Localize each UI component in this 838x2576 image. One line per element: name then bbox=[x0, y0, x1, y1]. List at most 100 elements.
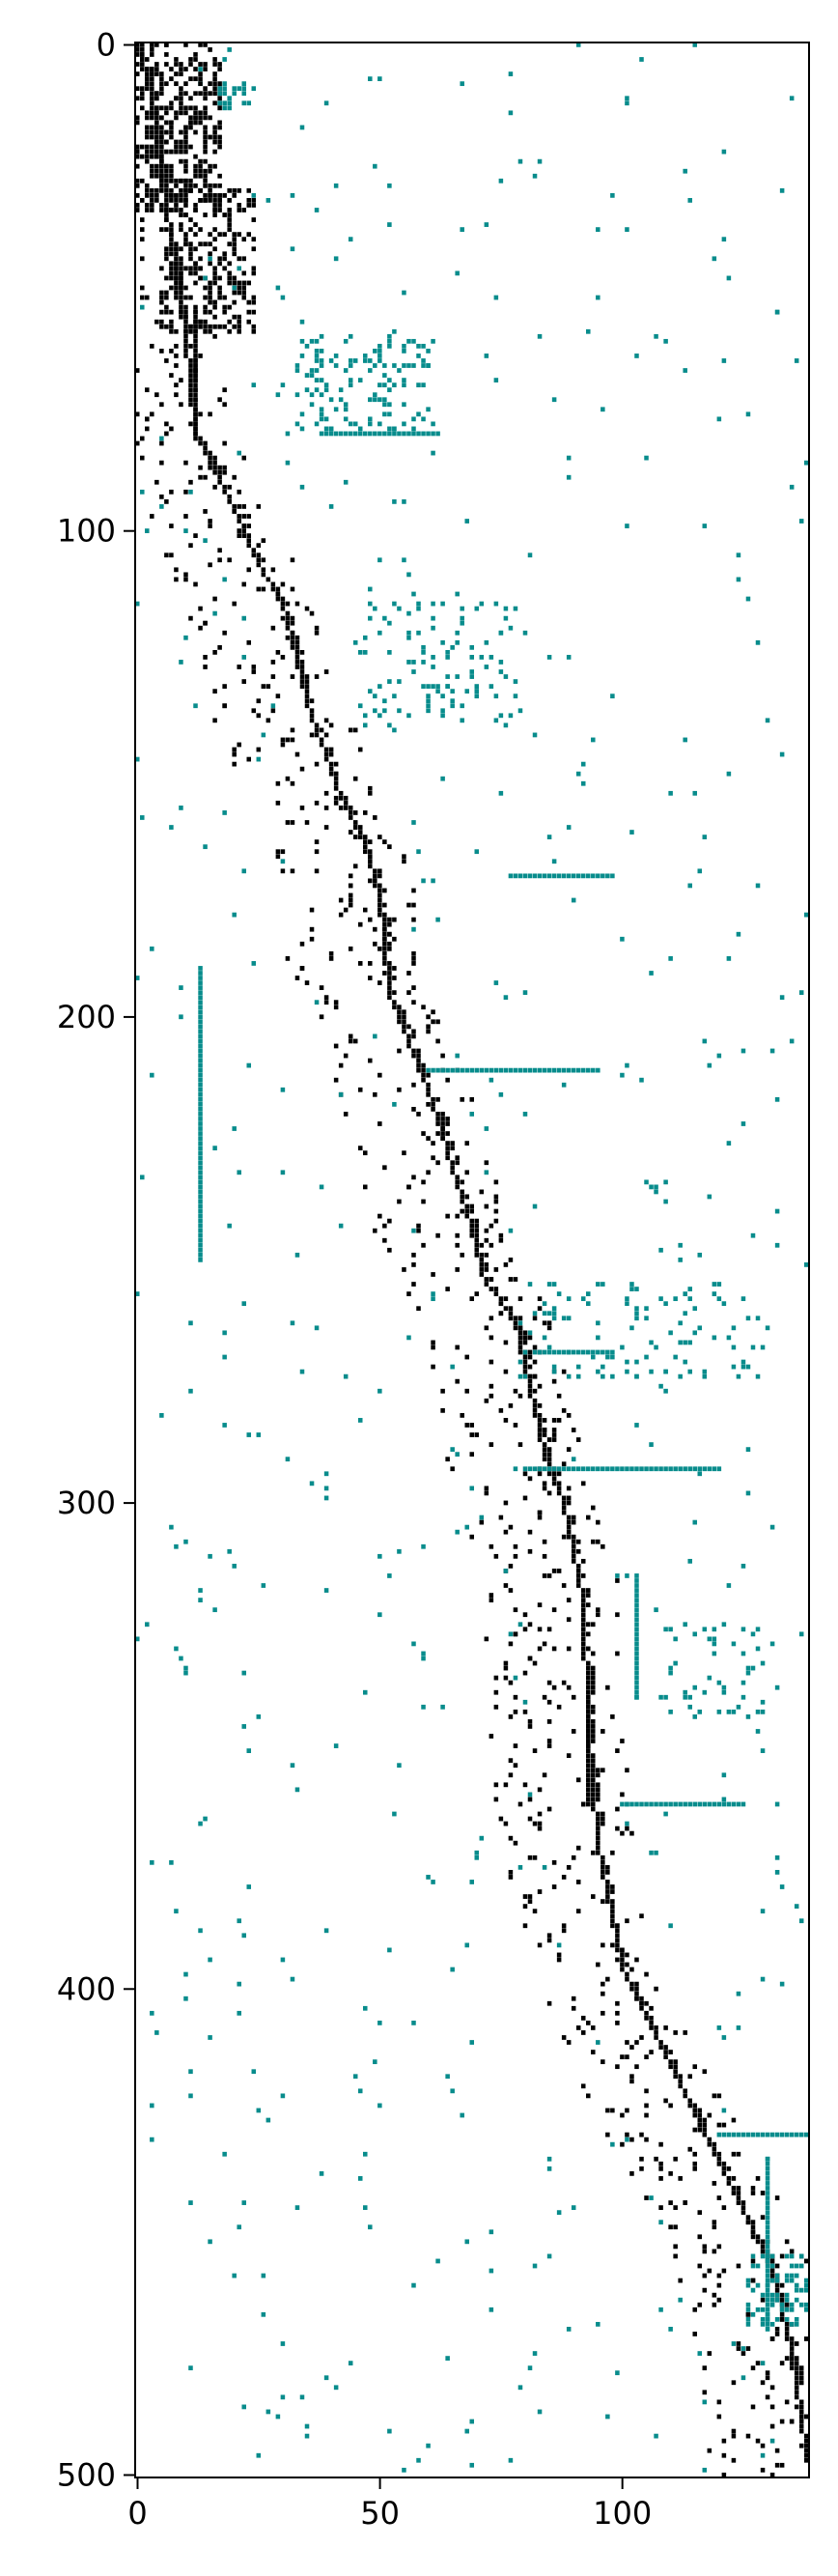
diagonal-nonzero-mark-1945 bbox=[769, 2258, 775, 2264]
diagonal-nonzero-mark-2355 bbox=[179, 178, 183, 184]
diagonal-nonzero-mark-2546 bbox=[174, 285, 179, 291]
diagonal-nonzero-mark-1099 bbox=[546, 1325, 552, 1331]
offband-nonzero-mark-2640 bbox=[319, 333, 324, 339]
offband-nonzero-mark-3231 bbox=[784, 2132, 790, 2137]
diagonal-nonzero-mark-1390 bbox=[580, 1636, 586, 1642]
diagonal-nonzero-mark-720 bbox=[377, 907, 382, 913]
diagonal-nonzero-mark-585 bbox=[328, 751, 334, 757]
offband-nonzero-mark-2822 bbox=[421, 684, 426, 689]
diagonal-nonzero-mark-1211 bbox=[551, 1437, 557, 1442]
diagonal-nonzero-mark-2381 bbox=[183, 192, 188, 198]
offband-nonzero-mark-1541 bbox=[774, 1801, 780, 1807]
offband-nonzero-mark-134 bbox=[596, 227, 601, 232]
diagonal-nonzero-mark-779 bbox=[299, 966, 305, 971]
offband-nonzero-mark-1632 bbox=[174, 1909, 179, 1914]
diagonal-nonzero-mark-3324 bbox=[586, 1739, 591, 1743]
diagonal-nonzero-mark-2322 bbox=[135, 163, 140, 169]
diagonal-nonzero-mark-2142 bbox=[150, 52, 154, 57]
offband-nonzero-mark-805 bbox=[503, 995, 509, 1001]
diagonal-nonzero-mark-1045 bbox=[411, 1262, 416, 1267]
diagonal-nonzero-mark-2180 bbox=[198, 76, 203, 82]
diagonal-nonzero-mark-912 bbox=[445, 1121, 450, 1126]
diagonal-nonzero-mark-2443 bbox=[237, 208, 241, 212]
offband-nonzero-mark-3028 bbox=[774, 2278, 780, 2283]
diagonal-nonzero-mark-2071 bbox=[716, 2399, 722, 2405]
offband-nonzero-mark-285 bbox=[319, 411, 324, 417]
offband-nonzero-mark-2062 bbox=[517, 2385, 523, 2391]
offband-nonzero-mark-2703 bbox=[402, 378, 406, 382]
diagonal-nonzero-mark-803 bbox=[323, 995, 329, 1001]
diagonal-nonzero-mark-2467 bbox=[208, 232, 212, 238]
diagonal-nonzero-mark-1074 bbox=[537, 1296, 543, 1302]
diagonal-nonzero-mark-2046 bbox=[798, 2370, 804, 2376]
offband-nonzero-mark-949 bbox=[484, 1170, 489, 1175]
offband-nonzero-mark-1806 bbox=[256, 2108, 262, 2113]
offband-nonzero-mark-170 bbox=[726, 275, 732, 281]
offband-nonzero-mark-405 bbox=[527, 552, 533, 558]
diagonal-nonzero-mark-1669 bbox=[556, 1957, 562, 1963]
diagonal-nonzero-mark-2461 bbox=[198, 227, 203, 232]
diagonal-nonzero-mark-1534 bbox=[527, 1797, 533, 1802]
diagonal-nonzero-mark-1447 bbox=[571, 1694, 576, 1700]
diagonal-nonzero-mark-269 bbox=[188, 397, 193, 403]
offband-nonzero-mark-3199 bbox=[352, 431, 358, 437]
offband-nonzero-mark-2979 bbox=[668, 1665, 673, 1671]
diagonal-nonzero-mark-2460 bbox=[188, 227, 193, 232]
offband-nonzero-mark-3386 bbox=[198, 1024, 203, 1030]
diagonal-nonzero-mark-569 bbox=[319, 737, 324, 743]
diagonal-nonzero-mark-1272 bbox=[537, 1510, 543, 1515]
offband-nonzero-mark-1397 bbox=[411, 1641, 416, 1647]
diagonal-nonzero-mark-1267 bbox=[503, 1500, 509, 1506]
offband-nonzero-mark-2671 bbox=[348, 358, 353, 363]
offband-nonzero-mark-136 bbox=[460, 227, 464, 232]
diagonal-nonzero-mark-1985 bbox=[697, 2302, 703, 2307]
offband-nonzero-mark-3015 bbox=[798, 2253, 804, 2259]
diagonal-nonzero-mark-2579 bbox=[222, 304, 227, 310]
offband-nonzero-mark-1113 bbox=[406, 1335, 411, 1341]
diagonal-nonzero-mark-2522 bbox=[179, 270, 183, 276]
diagonal-nonzero-mark-1056 bbox=[513, 1277, 518, 1282]
diagonal-nonzero-mark-2616 bbox=[188, 328, 193, 334]
offband-nonzero-mark-1648 bbox=[198, 1928, 203, 1934]
offband-nonzero-mark-2918 bbox=[687, 1340, 692, 1345]
diagonal-nonzero-mark-231 bbox=[183, 354, 188, 358]
offband-nonzero-mark-2690 bbox=[309, 368, 315, 373]
diagonal-nonzero-mark-826 bbox=[431, 1019, 435, 1025]
diagonal-nonzero-mark-1889 bbox=[668, 2200, 673, 2205]
diagonal-nonzero-mark-1188 bbox=[551, 1418, 557, 1423]
diagonal-nonzero-mark-3262 bbox=[193, 309, 198, 315]
diagonal-nonzero-mark-295 bbox=[169, 426, 174, 432]
offband-nonzero-mark-1379 bbox=[517, 1622, 523, 1628]
diagonal-nonzero-mark-1576 bbox=[575, 1845, 581, 1851]
diagonal-nonzero-mark-2332 bbox=[212, 163, 217, 169]
diagonal-nonzero-mark-1305 bbox=[513, 1543, 518, 1549]
offband-nonzero-mark-2816 bbox=[469, 674, 475, 679]
offband-nonzero-mark-1990 bbox=[658, 2307, 663, 2312]
diagonal-nonzero-mark-3286 bbox=[193, 426, 198, 432]
diagonal-nonzero-mark-2237 bbox=[193, 110, 198, 116]
diagonal-nonzero-mark-1543 bbox=[591, 1806, 596, 1812]
diagonal-nonzero-mark-2007 bbox=[692, 2332, 698, 2336]
diagonal-nonzero-mark-2138 bbox=[150, 47, 154, 52]
diagonal-nonzero-mark-2263 bbox=[212, 125, 217, 130]
diagonal-nonzero-mark-764 bbox=[382, 956, 387, 961]
diagonal-nonzero-mark-2331 bbox=[208, 163, 212, 169]
diagonal-nonzero-mark-1612 bbox=[551, 1884, 557, 1889]
diagonal-nonzero-mark-1051 bbox=[402, 1267, 406, 1272]
diagonal-nonzero-mark-1769 bbox=[702, 2069, 708, 2075]
diagonal-nonzero-mark-1418 bbox=[503, 1665, 509, 1671]
offband-nonzero-mark-2911 bbox=[542, 1335, 547, 1341]
offband-nonzero-mark-8 bbox=[227, 47, 232, 52]
diagonal-nonzero-mark-360 bbox=[232, 504, 237, 509]
offband-nonzero-mark-1102 bbox=[314, 1325, 320, 1331]
offband-nonzero-mark-2872 bbox=[683, 1291, 687, 1296]
offband-nonzero-mark-171 bbox=[203, 275, 208, 281]
offband-nonzero-mark-3156 bbox=[426, 1067, 431, 1073]
diagonal-nonzero-mark-2131 bbox=[135, 42, 140, 47]
diagonal-nonzero-mark-2608 bbox=[217, 324, 222, 329]
diagonal-nonzero-mark-575 bbox=[319, 742, 324, 748]
diagonal-nonzero-mark-2483 bbox=[227, 241, 232, 247]
diagonal-nonzero-mark-1091 bbox=[532, 1316, 538, 1321]
diagonal-nonzero-mark-500 bbox=[294, 660, 300, 665]
diagonal-nonzero-mark-1132 bbox=[532, 1359, 538, 1365]
